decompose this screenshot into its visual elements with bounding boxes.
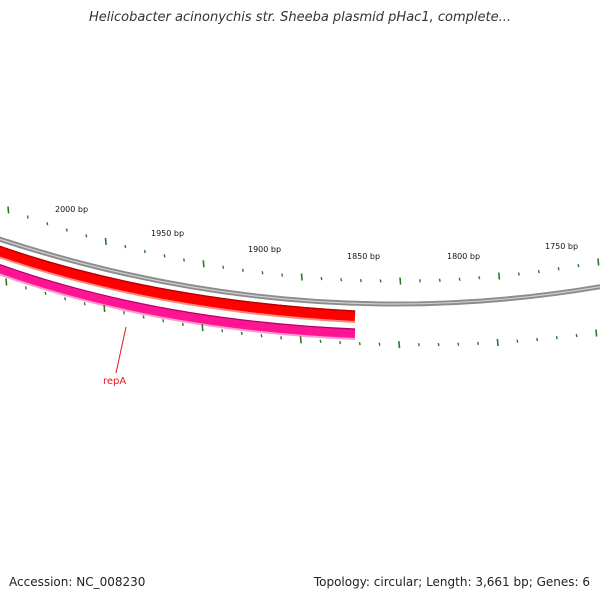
- outer-tick: [320, 276, 323, 281]
- backbone-arc-highlight: [0, 238, 600, 305]
- inner-tick-marks: [5, 278, 598, 349]
- outer-tick: [458, 277, 461, 281]
- inner-tick: [555, 335, 558, 340]
- outer-tick: [359, 278, 362, 283]
- inner-tick: [457, 342, 460, 346]
- outer-tick: [202, 260, 205, 268]
- inner-tick: [5, 278, 8, 286]
- outer-tick: [537, 269, 540, 274]
- inner-tick: [83, 302, 86, 306]
- outer-tick: [438, 278, 441, 282]
- outer-tick-marks: [7, 206, 600, 285]
- outer-tick: [222, 265, 225, 269]
- tick-label-2000: 2000 bp: [55, 205, 88, 214]
- outer-tick: [104, 237, 107, 245]
- outer-tick: [498, 272, 501, 280]
- outer-tick: [577, 263, 580, 268]
- outer-tick: [241, 268, 244, 272]
- map-title: Helicobacter acinonychis str. Sheeba pla…: [89, 10, 511, 25]
- topology-summary: Topology: circular; Length: 3,661 bp; Ge…: [313, 575, 590, 589]
- outer-tick: [143, 249, 146, 254]
- inner-tick: [339, 340, 342, 345]
- inner-tick: [595, 329, 598, 337]
- inner-tick: [123, 311, 125, 315]
- repA-feature-forward-inner: [0, 256, 356, 323]
- outer-tick: [597, 258, 600, 266]
- inner-tick: [181, 322, 184, 327]
- outer-tick: [478, 276, 481, 280]
- inner-tick: [44, 291, 47, 296]
- outer-tick: [124, 244, 127, 249]
- inner-tick: [260, 334, 263, 338]
- inner-tick: [299, 336, 302, 344]
- outer-tick: [379, 279, 382, 283]
- inner-tick: [162, 319, 165, 323]
- outer-tick: [300, 273, 303, 281]
- outer-tick: [85, 234, 88, 238]
- outer-tick: [261, 271, 264, 275]
- repA-feature-forward-edge: [0, 245, 356, 312]
- tick-label-1750: 1750 bp: [545, 242, 578, 251]
- outer-tick: [281, 273, 284, 277]
- inner-tick: [319, 339, 322, 343]
- outer-tick: [26, 215, 29, 219]
- outer-tick: [340, 278, 343, 282]
- repA-feature-pink-edge: [0, 263, 356, 330]
- tick-label-1800: 1800 bp: [447, 252, 480, 261]
- tick-label-1950: 1950 bp: [151, 229, 184, 238]
- outer-tick: [399, 277, 402, 285]
- inner-tick: [358, 341, 361, 346]
- outer-tick: [557, 267, 560, 271]
- outer-tick: [46, 222, 49, 226]
- inner-tick: [24, 286, 27, 290]
- repA-feature-pink[interactable]: [0, 264, 356, 339]
- inner-tick: [575, 333, 578, 338]
- inner-tick: [516, 339, 519, 343]
- repA-label[interactable]: repA: [103, 376, 126, 387]
- inner-tick: [378, 342, 381, 346]
- inner-tick: [240, 331, 243, 336]
- inner-tick: [201, 324, 204, 332]
- tick-label-1900: 1900 bp: [248, 245, 281, 254]
- outer-tick: [517, 272, 520, 276]
- inner-tick: [280, 336, 283, 340]
- inner-tick: [437, 342, 440, 347]
- inner-tick: [477, 341, 479, 346]
- outer-tick: [65, 228, 68, 232]
- inner-tick: [221, 329, 224, 333]
- inner-tick: [496, 338, 499, 346]
- outer-tick: [183, 258, 185, 262]
- repA-feature-forward[interactable]: [0, 245, 356, 322]
- repA-leader-line: [115, 326, 127, 374]
- accession-text: Accession: NC_008230: [9, 575, 146, 589]
- inner-tick: [398, 341, 401, 349]
- inner-tick: [64, 297, 67, 301]
- outer-tick: [7, 206, 10, 214]
- inner-tick: [417, 343, 420, 347]
- outer-tick: [163, 254, 166, 258]
- tick-label-1850: 1850 bp: [347, 252, 380, 261]
- inner-tick: [103, 304, 106, 312]
- inner-tick: [142, 315, 145, 319]
- inner-tick: [536, 337, 539, 342]
- repA-feature-pink-inner: [0, 273, 356, 340]
- outer-tick: [419, 279, 421, 283]
